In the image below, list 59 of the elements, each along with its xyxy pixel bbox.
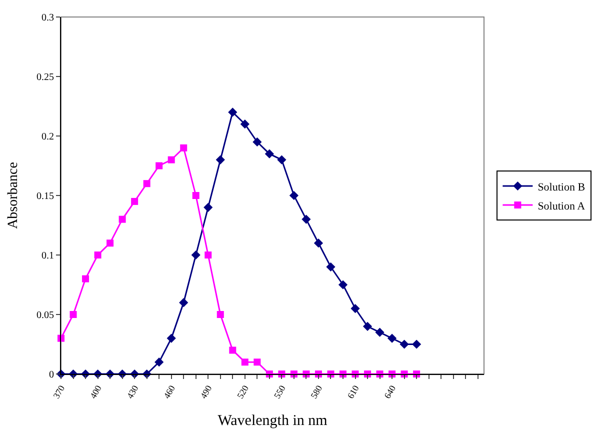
point [70, 311, 77, 318]
point [229, 346, 236, 354]
legend-label: Solution B [538, 181, 586, 194]
x-tick-label: 580 [308, 383, 324, 400]
point [82, 275, 90, 282]
point [375, 328, 384, 337]
x-tick-label: 490 [198, 383, 214, 400]
legend-label: Solution A [538, 200, 586, 212]
point [166, 334, 176, 343]
point [338, 280, 348, 290]
point [314, 238, 324, 248]
x-tick-label: 550 [272, 383, 288, 400]
y-axis-title: Absorbance [6, 162, 22, 229]
point [94, 252, 102, 258]
y-tick-label: 0.25 [36, 72, 54, 83]
point [412, 340, 422, 349]
point [387, 334, 397, 343]
point [216, 311, 224, 318]
point [302, 214, 311, 224]
x-tick-label: 610 [345, 383, 362, 400]
point [131, 198, 138, 205]
x-tick-label: 430 [124, 383, 140, 400]
point [277, 155, 286, 164]
point [326, 262, 336, 272]
point [179, 298, 188, 308]
point [154, 358, 164, 367]
y-tick-label: 0.05 [36, 310, 54, 321]
point [228, 108, 238, 117]
point [192, 192, 200, 199]
point [289, 190, 299, 200]
point [216, 155, 225, 164]
x-tick-label: 640 [382, 383, 398, 400]
x-axis-title: Wavelength in nm [218, 413, 328, 430]
point [168, 156, 175, 164]
x-tick-label: 370 [51, 383, 67, 400]
point [204, 252, 212, 258]
y-tick-label: 0.3 [42, 12, 54, 24]
point [254, 358, 261, 366]
point [240, 120, 250, 129]
point [204, 202, 213, 212]
x-tick-label: 460 [162, 383, 178, 400]
point [350, 304, 360, 314]
y-tick-label: 0.15 [36, 191, 54, 202]
y-tick-label: 0 [49, 370, 54, 380]
point [106, 240, 114, 247]
y-tick-label: 0.1 [42, 250, 54, 262]
point [252, 137, 262, 146]
point [362, 322, 372, 331]
point [180, 144, 188, 152]
x-tick-label: 400 [88, 383, 104, 400]
point [264, 149, 274, 158]
point [400, 340, 409, 349]
point [191, 250, 200, 260]
y-tick-label: 0.2 [42, 132, 54, 142]
point [118, 216, 126, 223]
point [156, 162, 163, 170]
point [241, 358, 248, 366]
point [143, 180, 150, 188]
x-tick-label: 520 [235, 383, 251, 400]
